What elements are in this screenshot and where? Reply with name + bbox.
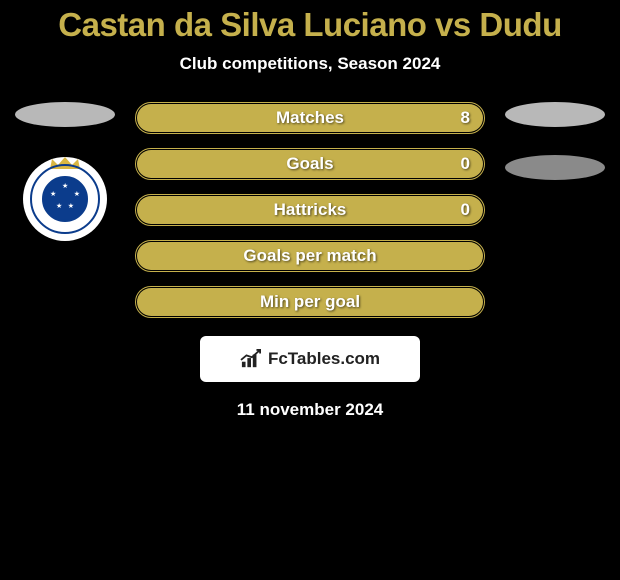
generated-date: 11 november 2024 <box>0 400 620 420</box>
stat-label: Matches <box>276 108 344 128</box>
left-player-column: ★ ★ ★ ★ ★ <box>10 102 120 241</box>
stat-bar: Min per goal <box>135 286 485 318</box>
club-right-logo-placeholder <box>505 155 605 180</box>
stat-label: Goals <box>286 154 333 174</box>
player-left-photo-placeholder <box>15 102 115 127</box>
page-subtitle: Club competitions, Season 2024 <box>0 54 620 74</box>
club-shield: ★ ★ ★ ★ ★ <box>23 157 107 241</box>
stat-right-value: 0 <box>461 154 470 174</box>
stat-right-value: 8 <box>461 108 470 128</box>
stat-bar: Goals per match <box>135 240 485 272</box>
barchart-icon <box>240 349 262 369</box>
stats-column: Matches 8 Goals 0 Hattricks 0 Goals per match M… <box>135 102 485 318</box>
stat-bar: Matches 8 <box>135 102 485 134</box>
player-right-photo-placeholder <box>505 102 605 127</box>
stat-bar: Hattricks 0 <box>135 194 485 226</box>
stat-label: Hattricks <box>274 200 347 220</box>
shield-inner: ★ ★ ★ ★ ★ <box>36 170 94 228</box>
stat-bar: Goals 0 <box>135 148 485 180</box>
stat-label: Goals per match <box>243 246 376 266</box>
page-title: Castan da Silva Luciano vs Dudu <box>0 0 620 44</box>
attribution-box: FcTables.com <box>200 336 420 382</box>
stat-label: Min per goal <box>260 292 360 312</box>
main-columns: ★ ★ ★ ★ ★ Matches8Goals0Hattricks0Goals … <box>0 102 620 318</box>
stat-right-value: 0 <box>461 200 470 220</box>
attribution-text: FcTables.com <box>268 349 380 369</box>
right-player-column <box>500 102 610 180</box>
